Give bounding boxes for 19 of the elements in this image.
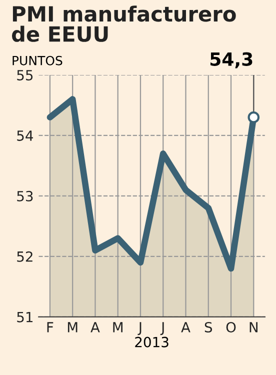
y-tick-label: 55	[17, 70, 33, 80]
annotation: 54,3	[210, 52, 252, 68]
x-tick-label: A	[181, 322, 190, 332]
x-tick-label: M	[68, 322, 78, 332]
y-tick-label: 51	[17, 312, 32, 322]
x-tick-label: N	[250, 322, 258, 332]
y-axis-title: PUNTOS	[12, 56, 62, 66]
x-tick-label: O	[226, 322, 236, 332]
y-tick-label: 53	[17, 190, 33, 202]
x-tick-label: M	[113, 322, 122, 332]
x-tick-label: A	[90, 322, 100, 332]
y-tick-label: 54	[17, 130, 33, 141]
x-tick-label: J	[160, 322, 164, 336]
chart-title: PMI manufacturero de EEUU	[12, 6, 236, 42]
x-tick-label: S	[204, 322, 212, 332]
y-tick-label: 52	[17, 251, 32, 262]
x-axis-title: 2013	[135, 336, 168, 348]
x-tick-label: J	[138, 322, 142, 336]
x-tick-label: F	[47, 322, 54, 332]
